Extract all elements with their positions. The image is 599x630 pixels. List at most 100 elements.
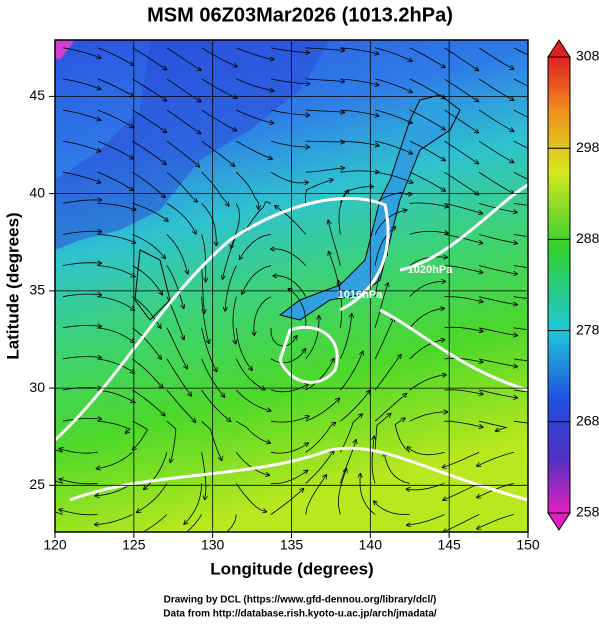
streamline — [59, 449, 98, 454]
streamline — [254, 296, 272, 336]
streamline — [97, 109, 134, 128]
streamline — [513, 265, 528, 268]
streamline — [132, 234, 165, 259]
streamline — [62, 357, 102, 359]
streamline — [444, 109, 478, 133]
streamline — [132, 140, 166, 164]
streamline — [513, 47, 528, 56]
streamline — [513, 389, 528, 393]
streamline — [97, 358, 135, 373]
streamline — [340, 109, 378, 116]
streamline — [409, 257, 447, 266]
streamline — [235, 358, 265, 390]
streamline — [236, 109, 273, 123]
streamline — [513, 358, 528, 362]
streamline — [201, 234, 206, 282]
streamline — [340, 78, 378, 85]
streamline — [95, 483, 133, 496]
streamline — [479, 358, 517, 367]
streamline — [478, 109, 513, 131]
streamline — [233, 296, 236, 344]
streamline — [244, 200, 272, 233]
colorbar-tick-label: 278 — [576, 321, 599, 337]
streamline — [374, 414, 391, 453]
streamline — [270, 109, 309, 115]
streamline — [240, 234, 272, 260]
streamline — [97, 451, 133, 468]
streamline — [409, 202, 449, 207]
streamline — [231, 203, 241, 248]
streamline — [407, 447, 445, 456]
isobar — [278, 325, 339, 384]
streamline — [201, 109, 237, 131]
streamline — [340, 352, 363, 391]
streamline — [166, 327, 187, 369]
streamline — [132, 327, 161, 359]
streamline — [479, 265, 517, 274]
streamline — [444, 420, 482, 427]
streamline — [444, 47, 478, 71]
map-area — [55, 40, 528, 532]
streamline — [62, 200, 102, 204]
streamline — [132, 358, 163, 388]
x-tick-label: 120 — [43, 537, 67, 553]
streamline — [270, 443, 308, 454]
streamline — [166, 140, 200, 167]
streamline — [305, 398, 340, 422]
streamline — [374, 109, 412, 123]
streamline — [97, 203, 136, 210]
japan-coast — [278, 94, 461, 321]
streamline — [97, 234, 136, 244]
streamline — [328, 220, 341, 266]
colorbar-tick-label: 288 — [576, 230, 599, 246]
streamline — [374, 47, 412, 61]
streamline — [184, 483, 202, 524]
streamline — [340, 414, 362, 453]
streamline — [55, 480, 64, 484]
streamline — [374, 501, 410, 516]
streamline — [166, 109, 201, 134]
colorbar-tick-label: 258 — [576, 504, 599, 520]
streamline — [62, 418, 102, 422]
streamline — [137, 483, 168, 512]
colorbar — [547, 56, 571, 514]
streamline — [513, 296, 528, 299]
contour-label: 1016hPa — [338, 289, 384, 301]
isobar — [399, 183, 528, 272]
isobar — [69, 446, 528, 502]
cold-land — [55, 40, 330, 250]
colorbar-tick-label: 298 — [576, 139, 599, 155]
streamline — [97, 140, 134, 159]
streamline — [338, 281, 342, 328]
streamline — [374, 283, 388, 328]
streamline — [62, 47, 101, 58]
streamline — [478, 47, 513, 69]
streamline — [62, 109, 101, 120]
streamline — [513, 140, 528, 149]
streamline — [270, 470, 308, 484]
streamline — [201, 389, 231, 421]
streamline — [444, 357, 482, 362]
streamline — [144, 452, 168, 489]
streamline — [375, 171, 413, 183]
streamline — [329, 252, 341, 297]
streamline — [201, 296, 209, 344]
x-tick-label: 150 — [516, 537, 540, 553]
streamline — [236, 420, 270, 443]
streamline — [374, 394, 407, 422]
streamline — [97, 47, 134, 65]
streamline — [288, 289, 307, 328]
streamline — [444, 326, 482, 331]
streamline — [409, 375, 446, 391]
streamline — [513, 203, 528, 206]
streamline — [236, 140, 272, 159]
streamline — [409, 308, 444, 329]
streamline — [236, 171, 258, 209]
streamline — [444, 234, 482, 244]
streamline — [305, 359, 334, 391]
streamline — [478, 234, 517, 244]
streamline — [340, 391, 370, 422]
streamline — [409, 171, 446, 191]
y-tick-label: 35 — [29, 282, 45, 298]
streamline — [97, 78, 134, 96]
